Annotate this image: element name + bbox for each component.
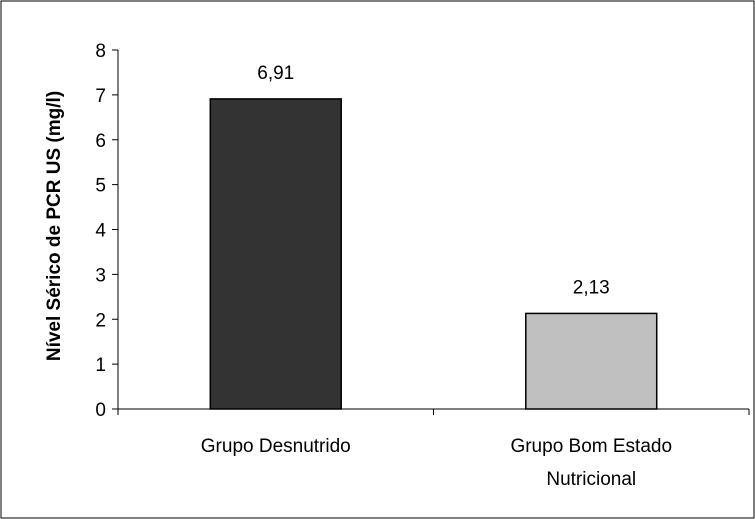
- y-tick-label: 1: [95, 355, 106, 376]
- y-tick-label: 8: [95, 41, 106, 62]
- category-label: Nutricional: [546, 469, 636, 490]
- y-tick-label: 2: [95, 310, 106, 331]
- bars: [209, 98, 658, 410]
- category-labels: Grupo Desnutrido Grupo Bom Estado Nutricio…: [201, 436, 672, 490]
- y-tick-label: 6: [95, 131, 106, 152]
- data-labels: 6,91 2,13: [257, 63, 609, 299]
- y-tick-label: 3: [95, 265, 106, 286]
- y-axis-title: Nível Sérico de PCR US (mg/l): [44, 91, 65, 361]
- y-axis: 0 1 2 3 4 5 6 7 8: [95, 41, 119, 421]
- y-tick-label: 5: [95, 176, 106, 197]
- bar: [209, 98, 342, 410]
- bar: [525, 312, 658, 410]
- data-label: 6,91: [257, 63, 294, 84]
- category-label: Grupo Bom Estado: [510, 436, 672, 457]
- data-label: 2,13: [573, 277, 610, 298]
- y-tick-label: 7: [95, 86, 106, 107]
- category-label: Grupo Desnutrido: [201, 436, 351, 457]
- y-tick-label: 0: [95, 400, 106, 421]
- y-tick-label: 4: [95, 221, 106, 242]
